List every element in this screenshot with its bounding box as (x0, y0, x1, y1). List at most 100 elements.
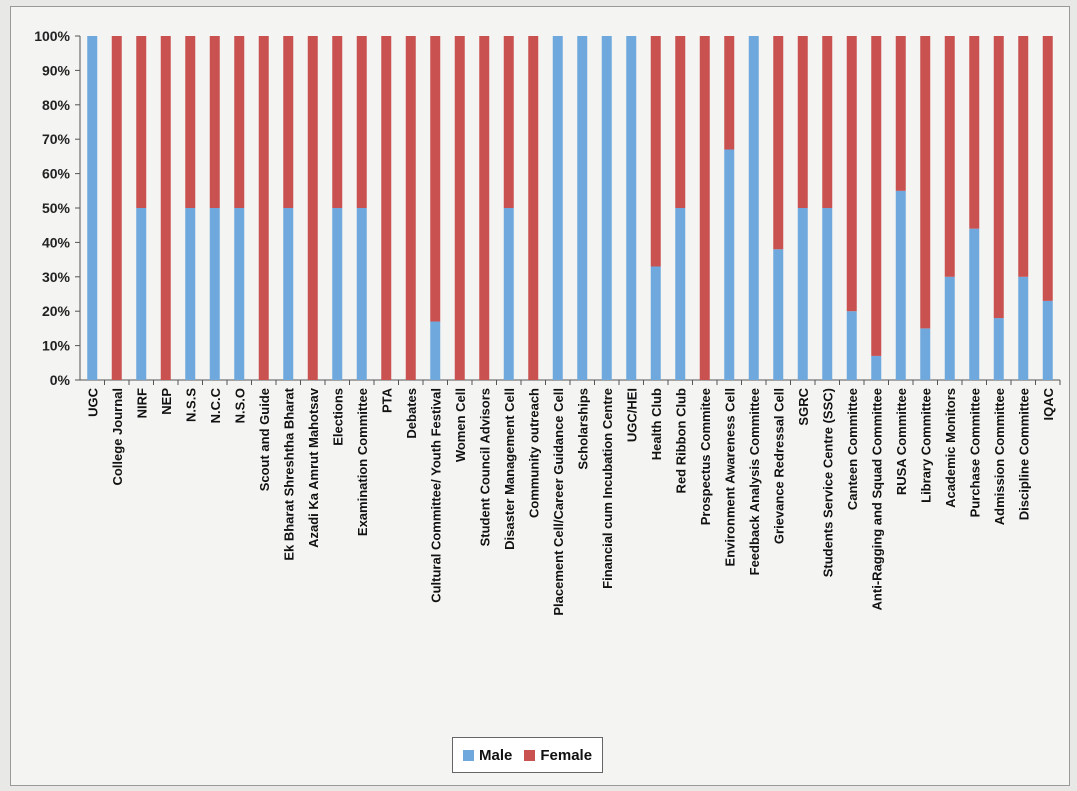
bar-male-6 (234, 208, 245, 380)
category-label: Azadi Ka Amrut Mahotsav (306, 387, 321, 548)
bar-female-33 (895, 36, 906, 191)
bar-female-5 (209, 36, 220, 208)
bar-female-15 (454, 36, 465, 380)
plot-area: 0% 10% 20% 30% 40% 50% 60% 70% 80% 90% 100% UGC Coll… (34, 28, 1061, 616)
bar-female-34 (920, 36, 931, 329)
y-tick-label: 30% (42, 269, 71, 285)
category-label: Students Service Centre (SSC) (820, 388, 835, 577)
bar-male-38 (1018, 276, 1029, 380)
category-label: Elections (330, 388, 345, 446)
category-label: Women Cell (453, 388, 468, 462)
bar-male-27 (748, 36, 759, 380)
category-label: Discipline Committee (1016, 388, 1031, 520)
bar-male-39 (1042, 300, 1053, 380)
category-label: N.S.O (232, 388, 247, 423)
category-label: Red Ribbon Club (673, 388, 688, 493)
bar-female-30 (822, 36, 833, 208)
bar-male-32 (871, 355, 882, 380)
bar-male-29 (797, 208, 808, 380)
bar-female-3 (160, 36, 171, 380)
category-label: Feedback Analysis Committee (747, 388, 762, 575)
bar-male-21 (601, 36, 612, 380)
legend-item-male: Male (463, 747, 512, 764)
category-label: Financial cum Incubation Centre (600, 388, 615, 589)
category-label: Cultural Committee/ Youth Festival (428, 388, 443, 603)
category-label: Scholarships (575, 388, 590, 470)
category-label: Academic Monitors (943, 388, 958, 508)
bar-male-0 (87, 36, 98, 380)
category-label: Student Council Advisors (477, 388, 492, 546)
y-tick-label: 50% (42, 200, 71, 216)
bar-male-30 (822, 208, 833, 380)
bar-male-20 (577, 36, 588, 380)
bar-female-14 (430, 36, 441, 322)
category-label: RUSA Committee (894, 388, 909, 495)
category-label: Scout and Guide (257, 388, 272, 491)
category-label: Debates (404, 388, 419, 439)
bar-male-8 (283, 208, 294, 380)
bar-male-24 (675, 208, 686, 380)
bar-female-12 (381, 36, 392, 380)
y-tick-label: 80% (42, 97, 71, 113)
category-label: N.S.S (183, 388, 198, 422)
bar-female-28 (773, 36, 784, 250)
bar-female-37 (993, 36, 1004, 319)
bar-female-11 (356, 36, 367, 208)
category-label: Health Club (649, 388, 664, 460)
bar-female-23 (650, 36, 661, 267)
category-label: Canteen Committee (845, 388, 860, 510)
category-label: Placement Cell/Career Guidance Cell (551, 388, 566, 616)
y-tick-label: 20% (42, 303, 71, 319)
category-label: PTA (379, 387, 394, 413)
legend-label-male: Male (479, 746, 513, 764)
bar-female-32 (871, 36, 882, 356)
bar-female-1 (111, 36, 122, 380)
category-label: Prospectus Commitee (698, 388, 713, 525)
category-label: Library Committee (918, 388, 933, 503)
category-label: UGC (85, 387, 100, 417)
bar-female-18 (528, 36, 539, 380)
category-label: Purchase Committee (967, 388, 982, 517)
bar-female-16 (479, 36, 490, 380)
bar-male-35 (944, 276, 955, 380)
bar-male-28 (773, 249, 784, 380)
bar-male-5 (209, 208, 220, 380)
bar-male-36 (969, 228, 980, 380)
bar-male-14 (430, 321, 441, 380)
category-label: Disaster Management Cell (502, 388, 517, 550)
y-tick-label: 90% (42, 62, 71, 78)
bar-female-36 (969, 36, 980, 229)
bar-female-26 (724, 36, 735, 150)
bar-female-7 (258, 36, 269, 380)
bar-female-39 (1042, 36, 1053, 301)
bar-male-23 (650, 266, 661, 380)
bar-male-31 (846, 311, 857, 380)
category-label: Examination Committee (355, 388, 370, 536)
y-tick-label: 10% (42, 338, 71, 354)
bar-female-31 (846, 36, 857, 312)
bar-female-35 (944, 36, 955, 277)
category-label: N.C.C (208, 387, 223, 423)
bar-male-11 (356, 208, 367, 380)
legend-label-female: Female (540, 746, 593, 764)
bar-male-34 (920, 328, 931, 380)
y-tick-label: 70% (42, 131, 71, 147)
bar-male-37 (993, 318, 1004, 380)
legend-swatch-female (524, 749, 536, 761)
y-tick-label: 60% (42, 166, 71, 182)
y-tick-label: 0% (50, 372, 71, 388)
bar-female-8 (283, 36, 294, 208)
bar-female-10 (332, 36, 343, 208)
bar-female-2 (136, 36, 147, 208)
category-label: NEP (159, 388, 174, 415)
category-label: Community outreach (526, 388, 541, 518)
category-label: Environment Awareness Cell (722, 388, 737, 566)
bar-male-19 (552, 36, 563, 380)
category-label: SGRC (796, 387, 811, 425)
bar-female-24 (675, 36, 686, 208)
category-label: IQAC (1041, 387, 1056, 420)
category-label: Grievance Redressal Cell (771, 388, 786, 544)
bar-male-17 (503, 208, 514, 380)
bar-male-2 (136, 208, 147, 380)
